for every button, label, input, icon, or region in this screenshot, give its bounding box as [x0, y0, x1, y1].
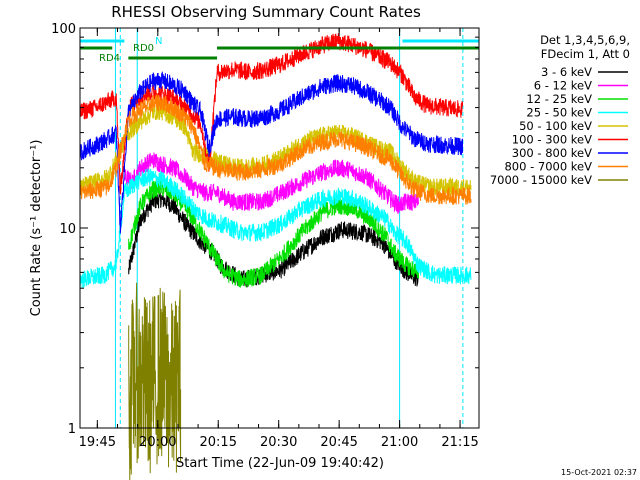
series-line-7000-15000-kev — [128, 282, 182, 480]
x-tick-label: 19:45 — [79, 435, 116, 450]
legend-label-100-300-kev: 100 - 300 keV — [512, 133, 592, 147]
legend-label-6-12-kev: 6 - 12 keV — [534, 79, 592, 93]
legend-header-2: FDecim 1, Att 0 — [541, 47, 630, 61]
legend-label-12-25-kev: 12 - 25 keV — [526, 92, 592, 106]
legend: Det 1,3,4,5,6,9, FDecim 1, Att 0 3 - 6 k… — [490, 33, 630, 187]
legend-label-7000-15000-kev: 7000 - 15000 keV — [490, 173, 592, 187]
x-tick-label: 20:15 — [200, 435, 237, 450]
flag-label-rd4: RD4 — [99, 53, 120, 64]
series-line-6-12-kev — [124, 152, 419, 214]
y-axis-label: Count Rate (s⁻¹ detector⁻¹) — [29, 140, 44, 317]
flag-label-n: N — [155, 36, 162, 47]
legend-label-3-6-kev: 3 - 6 keV — [541, 65, 592, 79]
series-line-50-100-kev — [79, 102, 472, 197]
x-tick-label: 20:00 — [139, 435, 176, 450]
legend-label-50-100-kev: 50 - 100 keV — [519, 119, 592, 133]
x-axis-label: Start Time (22-Jun-09 19:40:42) — [176, 456, 384, 471]
x-tick-label: 20:30 — [260, 435, 297, 450]
series-line-25-50-kev — [79, 168, 472, 290]
legend-label-800-7000-kev: 800 - 7000 keV — [504, 160, 592, 174]
y-tick-label: 10 — [59, 222, 76, 237]
series-line-800-7000-kev — [79, 93, 472, 205]
y-tick-label: 1 — [68, 422, 76, 437]
series-line-300-800-kev — [79, 71, 463, 234]
axes: 1 10 100 19:45 20:00 20:15 20:30 20:45 21:00 21:1… — [51, 22, 479, 450]
timestamp: 15-Oct-2021 02:37 — [561, 468, 637, 477]
x-tick-label: 20:45 — [320, 435, 357, 450]
series-line-12-25-kev — [128, 179, 419, 288]
y-tick-label: 100 — [51, 22, 76, 37]
legend-label-300-800-kev: 300 - 800 keV — [512, 146, 592, 160]
x-tick-label: 21:00 — [381, 435, 418, 450]
flag-label-rd0: RD0 — [133, 43, 154, 54]
legend-header-1: Det 1,3,4,5,6,9, — [540, 33, 630, 47]
x-tick-label: 21:15 — [441, 435, 478, 450]
chart-title: RHESSI Observing Summary Count Rates — [111, 3, 421, 21]
legend-label-25-50-kev: 25 - 50 keV — [526, 106, 592, 120]
